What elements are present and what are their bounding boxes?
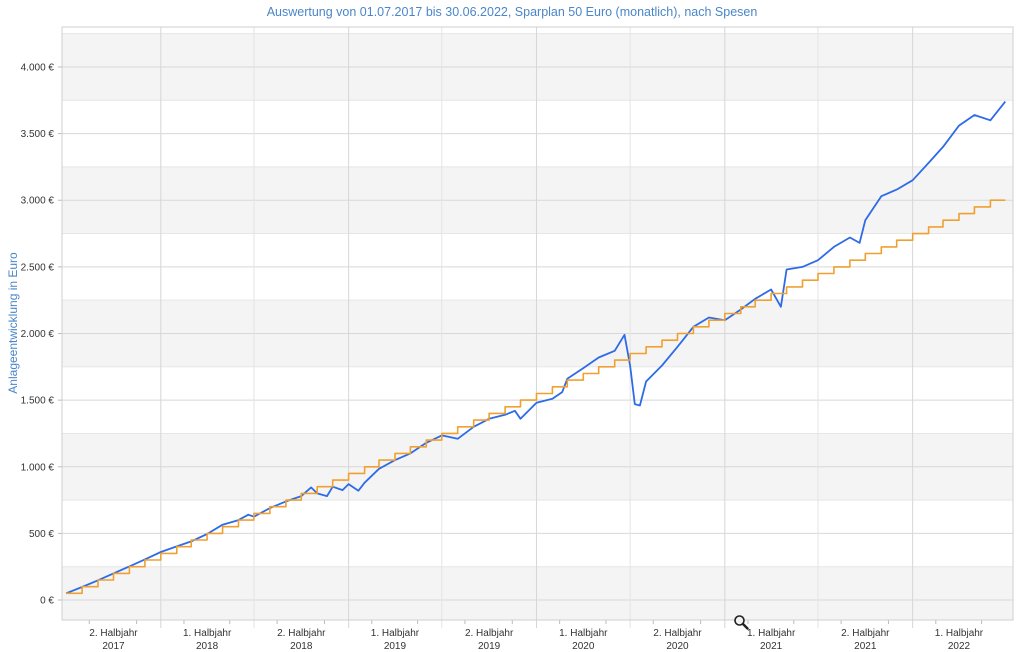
portfolio-value-line bbox=[65, 101, 1007, 595]
x-tick-label: 1. Halbjahr bbox=[935, 628, 984, 639]
x-tick-year-label: 2018 bbox=[290, 641, 313, 652]
series-layer bbox=[65, 101, 1007, 595]
y-tick-label: 2.500 € bbox=[21, 262, 55, 273]
x-tick-labels: 2. Halbjahr 2017 1. Halbjahr 2018 2. Halbjah… bbox=[89, 628, 984, 652]
x-tick-year-label: 2022 bbox=[948, 641, 971, 652]
x-tick-label: 1. Halbjahr bbox=[371, 628, 420, 639]
grid-bands bbox=[62, 33, 1013, 620]
grid-band bbox=[62, 566, 1013, 620]
y-tick-label: 4.000 € bbox=[21, 62, 55, 73]
x-tick-year-label: 2019 bbox=[384, 641, 407, 652]
x-tick-year-label: 2021 bbox=[760, 641, 783, 652]
y-tick-label: 3.500 € bbox=[21, 129, 55, 140]
x-tick-year-label: 2019 bbox=[478, 641, 501, 652]
x-tick-year-label: 2020 bbox=[572, 641, 595, 652]
chart-title: Auswertung von 01.07.2017 bis 30.06.2022… bbox=[266, 5, 758, 19]
y-tick-label: 1.500 € bbox=[21, 396, 55, 407]
y-tick-label: 1.000 € bbox=[21, 462, 55, 473]
y-axis-label: Anlageentwicklung in Euro bbox=[6, 252, 20, 394]
x-minor-ticks bbox=[88, 620, 983, 624]
x-tick-year-label: 2017 bbox=[102, 641, 125, 652]
vertical-gridlines bbox=[160, 27, 914, 628]
invested-amount-line bbox=[66, 199, 1006, 595]
y-tick-labels: 0 € 500 € 1.000 € 1.500 € 2.000 € 2.500 € 3.00… bbox=[21, 62, 55, 606]
y-tick-label: 3.000 € bbox=[21, 196, 55, 207]
x-tick-label: 1. Halbjahr bbox=[183, 628, 232, 639]
magnifier-icon[interactable] bbox=[733, 614, 749, 630]
x-tick-year-label: 2018 bbox=[196, 641, 219, 652]
x-tick-label: 2. Halbjahr bbox=[277, 628, 326, 639]
x-tick-label: 2. Halbjahr bbox=[89, 628, 138, 639]
y-tick-label: 0 € bbox=[40, 596, 54, 607]
x-tick-label: 2. Halbjahr bbox=[653, 628, 702, 639]
x-tick-year-label: 2021 bbox=[854, 641, 877, 652]
y-tick-label: 2.000 € bbox=[21, 329, 55, 340]
plot-border bbox=[61, 26, 1014, 621]
horizontal-gridlines bbox=[58, 33, 1013, 601]
y-tick-label: 500 € bbox=[29, 529, 54, 540]
x-tick-label: 2. Halbjahr bbox=[841, 628, 890, 639]
x-tick-label: 1. Halbjahr bbox=[559, 628, 608, 639]
x-tick-year-label: 2020 bbox=[666, 641, 689, 652]
x-tick-label: 1. Halbjahr bbox=[747, 628, 796, 639]
x-tick-label: 2. Halbjahr bbox=[465, 628, 514, 639]
